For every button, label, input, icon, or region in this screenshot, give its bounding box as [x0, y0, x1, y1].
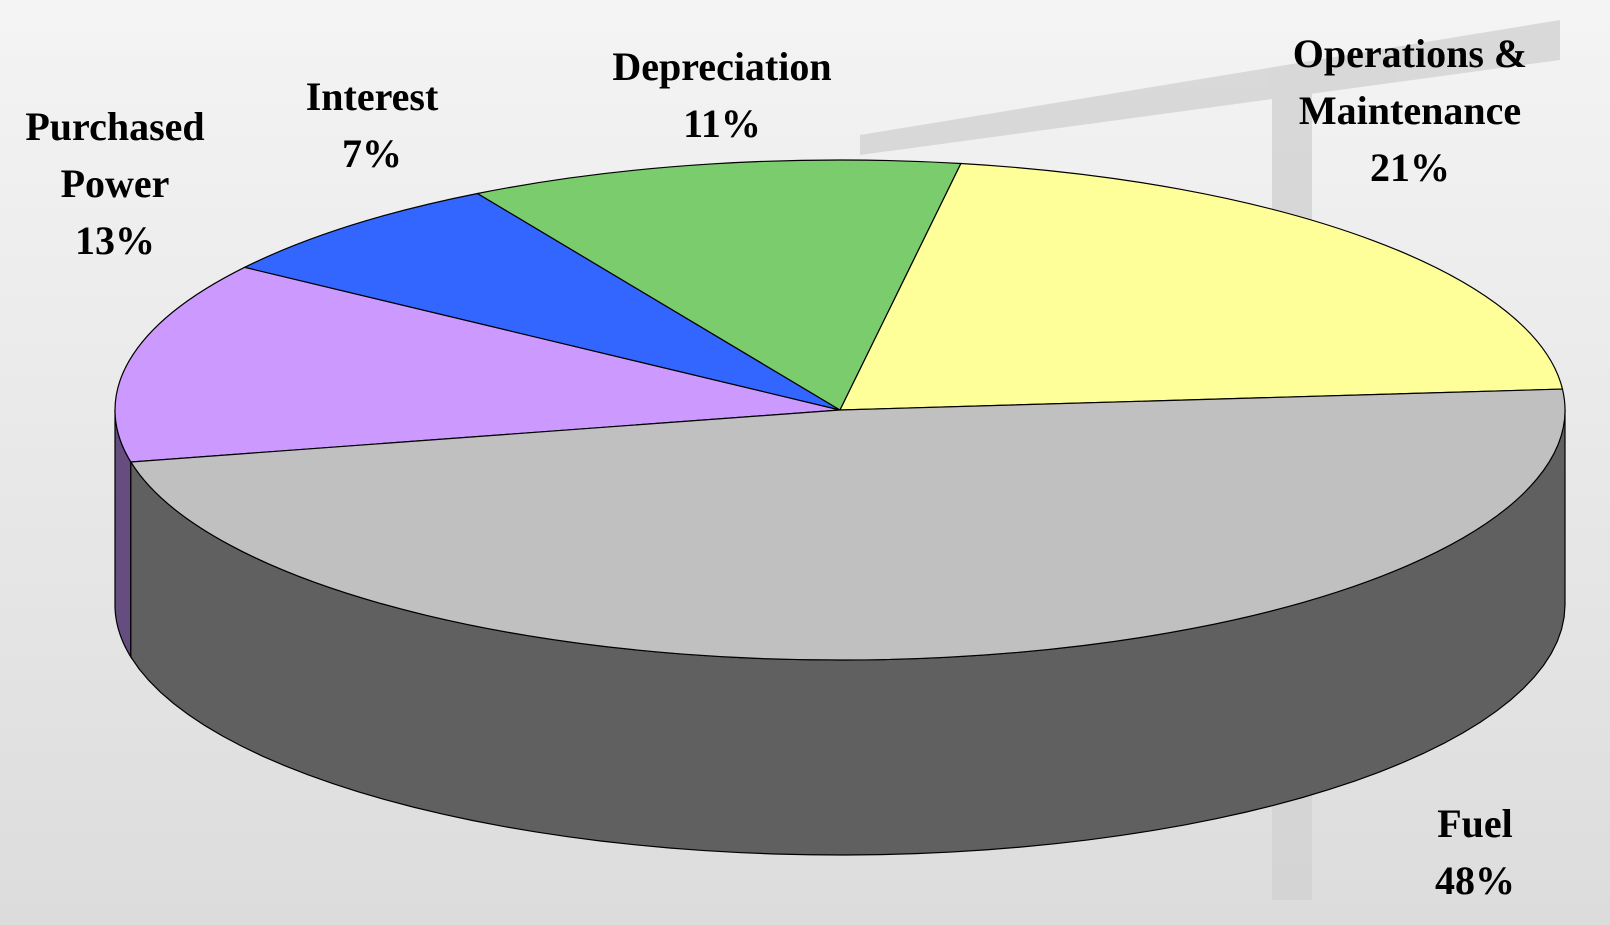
slice-label: Fuel 48%	[1375, 795, 1575, 909]
value-label: 11%	[683, 101, 761, 146]
pie-slice	[129, 388, 1566, 661]
category-label: Depreciation	[612, 44, 832, 89]
pie-slice	[242, 192, 841, 411]
pie-sides	[114, 409, 1566, 856]
value-label: 13%	[75, 218, 155, 263]
slice-label: Depreciation 11%	[572, 38, 872, 152]
category-label: Operations & Maintenance	[1292, 31, 1528, 133]
slice-label: Operations & Maintenance 21%	[1260, 25, 1560, 196]
pie-slice	[475, 159, 962, 411]
pie-tops	[114, 159, 1566, 661]
pie-slice	[839, 162, 1564, 411]
value-label: 21%	[1370, 145, 1450, 190]
category-label: Interest	[305, 74, 439, 119]
value-label: 7%	[342, 131, 402, 176]
slice-label: Purchased Power 13%	[0, 98, 230, 269]
category-label: Fuel	[1437, 801, 1513, 846]
slice-label: Interest 7%	[272, 68, 472, 182]
pie-slice	[114, 266, 841, 463]
decor-beam	[860, 20, 1560, 155]
category-label: Purchased Power	[25, 104, 205, 206]
value-label: 48%	[1435, 858, 1515, 903]
